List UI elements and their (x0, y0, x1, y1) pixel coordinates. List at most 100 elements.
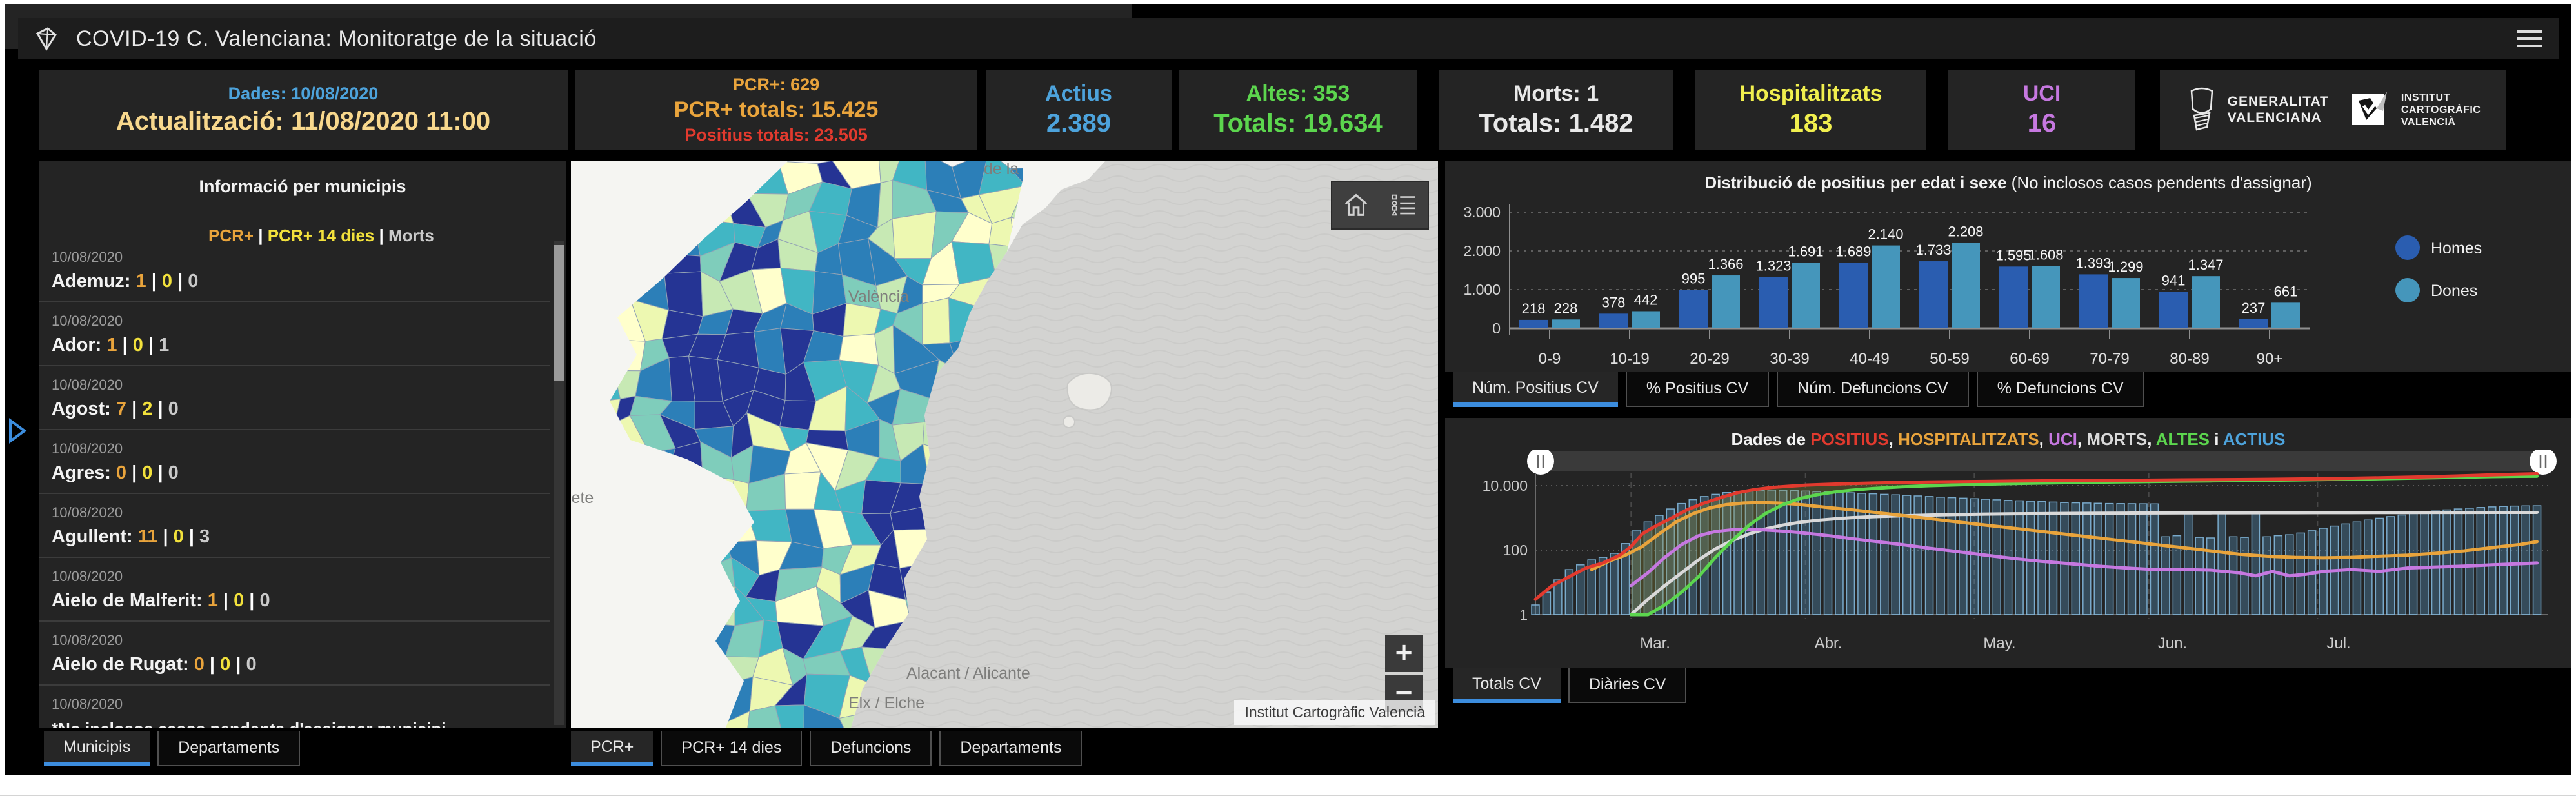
timeline-title: Dades de POSITIUS, HOSPITALITZATS, UCI, … (1445, 430, 2571, 450)
bar-dones-70-79[interactable] (2112, 278, 2140, 328)
actius-bars[interactable] (1531, 490, 2542, 615)
generalitat-logo: GENERALITAT VALENCIANA (2185, 87, 2329, 132)
bar-homes-90plus[interactable] (2239, 319, 2268, 328)
bar-homes-30-39[interactable] (1759, 277, 1788, 328)
item-date: 10/08/2020 (52, 696, 123, 712)
slider-handle-right[interactable] (2530, 448, 2557, 475)
stat-dades: Dades: 10/08/2020 Actualització: 11/08/2… (39, 70, 568, 150)
list-item[interactable]: 10/08/2020 Aielo de Rugat: 0 | 0 | 0 (39, 622, 550, 686)
bar-value-label: 442 (1634, 292, 1658, 308)
municipality-cell[interactable] (1009, 167, 1050, 186)
bar-value-label: 1.347 (2188, 257, 2223, 273)
municipality-cell[interactable] (803, 704, 849, 728)
title-part: , (2147, 430, 2156, 449)
municipality-cell[interactable] (664, 271, 703, 317)
bar-dones-40-49[interactable] (1872, 245, 1900, 328)
municipality-cell[interactable] (715, 710, 750, 728)
bar-homes-20-29[interactable] (1679, 290, 1708, 328)
bar-homes-80-89[interactable] (2159, 292, 2188, 328)
list-scrollbar[interactable] (554, 241, 564, 725)
map-place-label: Alacant / Alicante (906, 664, 1030, 682)
municipality-cell[interactable] (746, 705, 785, 728)
bar-dones-80-89[interactable] (2192, 276, 2220, 328)
municipis-panel: Informació per municipis PCR+ | PCR+ 14 … (39, 161, 566, 728)
icv-logo: INSTITUT CARTOGRÀFIC VALENCIÀ (2351, 89, 2481, 130)
municipis-subtitle: PCR+ | PCR+ 14 dies | Morts (208, 226, 434, 245)
tab-muni-departaments[interactable]: Departaments (157, 731, 301, 766)
map-panel[interactable]: de la València Albacete Alacant / Alicante E… (571, 161, 1438, 728)
bar-homes-50-59[interactable] (1919, 261, 1948, 328)
item-date: 10/08/2020 (52, 441, 123, 457)
bar-dones-50-59[interactable] (1952, 243, 1980, 328)
list-item[interactable]: 10/08/2020 Agost: 7 | 2 | 0 (39, 366, 550, 430)
municipis-title: Informació per municipis (199, 177, 406, 196)
municipality-cell[interactable] (892, 211, 937, 259)
icv-logo-icon (2351, 92, 2387, 125)
tab-map-defuncions[interactable]: Defuncions (810, 731, 932, 766)
legend-item-homes[interactable]: Homes (2395, 235, 2482, 260)
window-edge-divider (0, 795, 2576, 796)
list-item[interactable]: 10/08/2020 *No inclosos casos pendents d'… (39, 686, 550, 728)
value-pcr: 1 (207, 590, 218, 611)
list-item[interactable]: 10/08/2020 Aielo de Malferit: 1 | 0 | 0 (39, 558, 550, 622)
series-line-positius (1533, 471, 2539, 601)
municipality-cell[interactable] (774, 704, 805, 728)
tab-timeline-totals-cv[interactable]: Totals CV (1453, 668, 1561, 703)
bar-value-label: 661 (2274, 283, 2298, 299)
bar-dones-20-29[interactable] (1712, 275, 1740, 328)
list-item[interactable]: 10/08/2020 Ador: 1 | 0 | 1 (39, 302, 550, 366)
tab-muni-municipis[interactable]: Municipis (44, 731, 150, 766)
tab-age--defuncions-cv[interactable]: % Defuncions CV (1976, 372, 2144, 407)
list-item[interactable]: 10/08/2020 Ademuz: 1 | 0 | 0 (39, 239, 550, 302)
bar-homes-40-49[interactable] (1839, 263, 1868, 328)
municipality-cell[interactable] (922, 297, 950, 345)
tab-age-n-m-defuncions-cv[interactable]: Núm. Defuncions CV (1777, 372, 1969, 407)
title-part: HOSPITALITZATS (1898, 430, 2039, 449)
home-icon[interactable] (1341, 190, 1371, 220)
title-part: , (1888, 430, 1899, 449)
bar-value-label: 1.595 (1995, 247, 2031, 263)
bar-dones-10-19[interactable] (1632, 311, 1660, 328)
tab-timeline-di-ries-cv[interactable]: Diàries CV (1568, 668, 1687, 703)
scrollbar-thumb[interactable] (554, 245, 564, 381)
value-morts: 3 (199, 526, 210, 547)
value-morts: 0 (168, 462, 179, 483)
municipality-cell[interactable] (754, 328, 786, 375)
bar-dones-0-9[interactable] (1552, 319, 1580, 328)
tab-age--positius-cv[interactable]: % Positius CV (1625, 372, 1770, 407)
timeline-tabstrip: Totals CV Diàries CV (1453, 668, 1694, 704)
panel-expander-arrow[interactable] (6, 417, 28, 445)
bar-homes-0-9[interactable] (1519, 319, 1548, 328)
legend-item-dones[interactable]: Dones (2395, 278, 2477, 302)
legend-list-icon[interactable] (1389, 190, 1419, 220)
map-zoom-in-button[interactable]: + (1385, 635, 1423, 672)
municipality-cell[interactable] (978, 161, 1025, 195)
title-part: , (2039, 430, 2049, 449)
x-month-label: Jun. (2158, 635, 2187, 652)
hamburger-menu-icon[interactable] (2517, 30, 2542, 47)
stat-logos: GENERALITAT VALENCIANA INSTITUT CARTOGRÀ… (2160, 70, 2506, 150)
item-date: 10/08/2020 (52, 632, 123, 648)
bar-dones-60-69[interactable] (2032, 266, 2060, 328)
tab-age-n-m-positius-cv[interactable]: Núm. Positius CV (1453, 372, 1618, 407)
bar-homes-10-19[interactable] (1599, 313, 1628, 328)
municipality-name: Agost: (52, 399, 111, 419)
y-tick-label: 1.000 (1463, 281, 1501, 298)
value-pcr: 0 (115, 462, 127, 483)
x-month-label: May. (1983, 635, 2015, 652)
bar-dones-30-39[interactable] (1792, 263, 1820, 328)
tab-map-pcrplus-14-dies[interactable]: PCR+ 14 dies (661, 731, 803, 766)
map-toolbar (1331, 181, 1429, 230)
list-item[interactable]: 10/08/2020 Agres: 0 | 0 | 0 (39, 430, 550, 494)
municipality-values: Aielo de Malferit: 1 | 0 | 0 (52, 590, 270, 611)
choropleth-map[interactable]: de la València Albacete Alacant / Alicante E… (571, 161, 1438, 728)
tab-map-departaments[interactable]: Departaments (939, 731, 1083, 766)
bar-value-label: 378 (1602, 294, 1626, 310)
bar-homes-60-69[interactable] (1999, 266, 2028, 328)
bar-homes-70-79[interactable] (2079, 274, 2108, 328)
list-item[interactable]: 10/08/2020 Agullent: 11 | 0 | 3 (39, 494, 550, 558)
slider-handle-left[interactable] (1527, 448, 1554, 475)
tab-map-pcrplus[interactable]: PCR+ (571, 731, 654, 766)
bar-dones-90plus[interactable] (2271, 302, 2300, 328)
timeline-chart: 1 100 10.000 Mar. Abr. May. Jun. Jul. (1483, 448, 2557, 652)
